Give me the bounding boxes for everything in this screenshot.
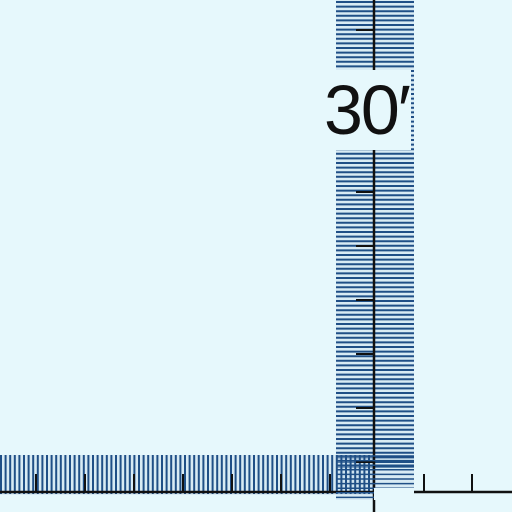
corner-gap	[374, 488, 414, 500]
horizontal-minute-band	[0, 455, 375, 495]
graticule-minute-label: 30′	[322, 70, 411, 150]
horizontal-band-bg	[0, 455, 374, 495]
corner-ticks	[336, 455, 414, 500]
